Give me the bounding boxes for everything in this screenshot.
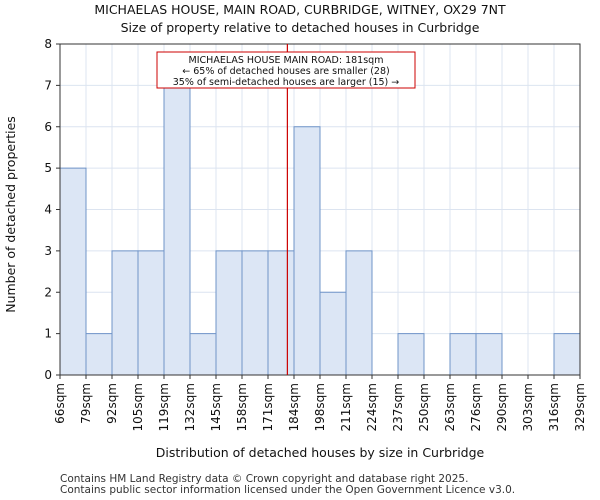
x-tick-label: 329sqm: [573, 383, 587, 431]
x-axis-title: Distribution of detached houses by size …: [156, 445, 485, 460]
y-axis-title: Number of detached properties: [3, 116, 18, 313]
histogram-bar: [189, 333, 217, 376]
footer-line-1: Contains HM Land Registry data © Crown c…: [60, 473, 469, 485]
x-tick-label: 237sqm: [391, 383, 405, 431]
histogram-bar: [397, 333, 425, 376]
histogram-bar: [85, 333, 113, 376]
annotation-line-2: ← 65% of detached houses are smaller (28…: [182, 66, 389, 77]
x-tick-label: 92sqm: [105, 383, 119, 424]
x-tick-label: 119sqm: [157, 383, 171, 431]
y-tick-label: 4: [44, 203, 52, 217]
annotation-line-1: MICHAELAS HOUSE MAIN ROAD: 181sqm: [189, 55, 384, 66]
x-tick-label: 198sqm: [313, 383, 327, 431]
histogram-bar: [59, 167, 87, 376]
chart-subtitle: Size of property relative to detached ho…: [120, 20, 480, 35]
marker: MICHAELAS HOUSE MAIN ROAD: 181sqm← 65% o…: [156, 44, 416, 375]
x-tick-label: 79sqm: [79, 383, 93, 424]
x-tick-label: 66sqm: [53, 383, 67, 424]
histogram-bar: [111, 250, 139, 376]
histogram-bar: [449, 333, 477, 376]
histogram-bar: [163, 84, 191, 376]
y-tick-label: 3: [44, 244, 52, 258]
y-tick-label: 0: [44, 368, 52, 382]
y-tick-label: 1: [44, 327, 52, 341]
histogram-bar: [241, 250, 269, 376]
chart-title: MICHAELAS HOUSE, MAIN ROAD, CURBRIDGE, W…: [94, 2, 506, 17]
x-tick-label: 263sqm: [443, 383, 457, 431]
histogram-bar: [137, 250, 165, 376]
y-tick-label: 7: [44, 78, 52, 92]
y-tick-label: 6: [44, 120, 52, 134]
y-tick-label: 2: [44, 285, 52, 299]
axes: [56, 43, 581, 379]
histogram-bar: [345, 250, 373, 376]
x-tick-label: 290sqm: [495, 383, 509, 431]
y-tick-label: 8: [44, 37, 52, 51]
x-tick-label: 303sqm: [521, 383, 535, 431]
histogram-bar: [267, 250, 295, 376]
histogram-bar: [475, 333, 503, 376]
x-tick-label: 184sqm: [287, 383, 301, 431]
annotation-box: [156, 51, 416, 89]
x-tick-label: 132sqm: [183, 383, 197, 431]
histogram-bar: [319, 291, 347, 376]
x-tick-label: 105sqm: [131, 383, 145, 431]
histogram-bar: [553, 333, 581, 376]
x-tick-label: 171sqm: [261, 383, 275, 431]
axis-labels: 0 1 2 3 4 5 6 7 8 66sqm 79sqm 92sqm 105sqm 119sqm 132s…: [3, 37, 587, 460]
footer-line-2: Contains public sector information licen…: [60, 484, 516, 496]
x-tick-label: 145sqm: [209, 383, 223, 431]
x-tick-label: 250sqm: [417, 383, 431, 431]
x-tick-label: 276sqm: [469, 383, 483, 431]
x-tick-label: 211sqm: [339, 383, 353, 431]
bars: [59, 84, 581, 376]
histogram-bar: [215, 250, 243, 376]
y-tick-label: 5: [44, 161, 52, 175]
annotation-line-3: 35% of semi-detached houses are larger (…: [173, 77, 400, 88]
histogram-bar: [293, 126, 321, 376]
x-tick-label: 316sqm: [547, 383, 561, 431]
x-tick-label: 158sqm: [235, 383, 249, 431]
x-tick-label: 224sqm: [365, 383, 379, 431]
